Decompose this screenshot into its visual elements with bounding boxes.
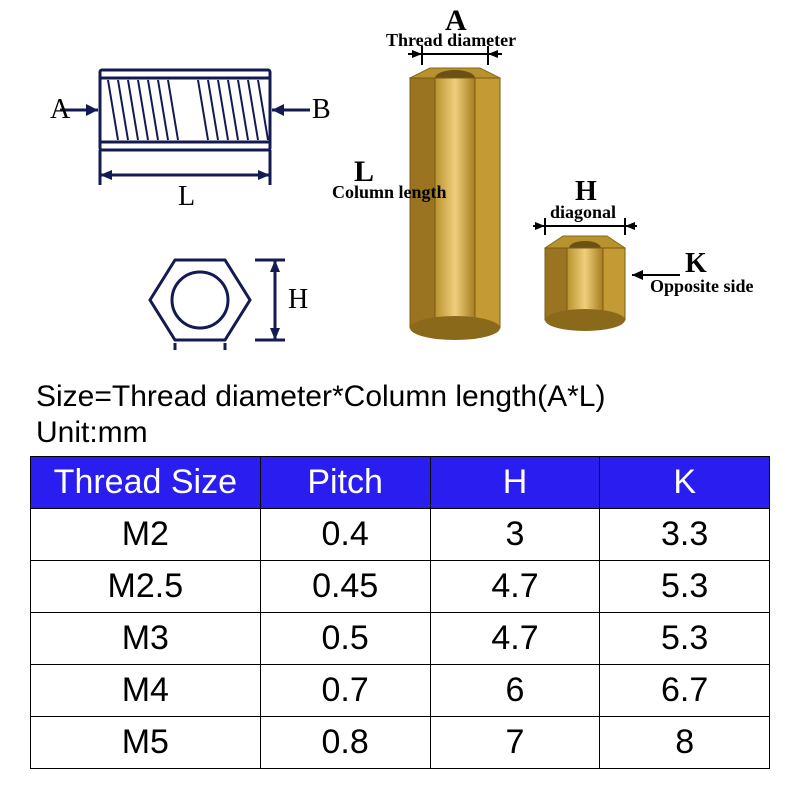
cell: 7 xyxy=(430,717,600,769)
photo-area: A Thread diameter L Column length H diag… xyxy=(350,0,780,370)
label-K-sub: Opposite side xyxy=(650,276,754,297)
caption-line1: Size=Thread diameter*Column length(A*L) xyxy=(36,380,605,413)
cell: 6.7 xyxy=(600,665,770,717)
table-row: M3 0.5 4.7 5.3 xyxy=(31,613,770,665)
col-pitch: Pitch xyxy=(260,457,430,509)
diagram-area: A B L H K xyxy=(0,0,800,370)
col-H: H xyxy=(430,457,600,509)
cell: 0.45 xyxy=(260,561,430,613)
cell: M2 xyxy=(31,509,261,561)
caption-line2: Unit:mm xyxy=(36,416,148,449)
cell: 0.4 xyxy=(260,509,430,561)
brass-standoff-short xyxy=(545,236,625,331)
cell: 6 xyxy=(430,665,600,717)
cell: 5.3 xyxy=(600,561,770,613)
table-row: M2 0.4 3 3.3 xyxy=(31,509,770,561)
svg-text:B: B xyxy=(312,94,331,125)
cell: 8 xyxy=(600,717,770,769)
cell: M2.5 xyxy=(31,561,261,613)
spec-table: Thread Size Pitch H K M2 0.4 3 3.3 M2.5 … xyxy=(30,456,770,769)
cell: 0.8 xyxy=(260,717,430,769)
cell: 0.5 xyxy=(260,613,430,665)
cell: 3 xyxy=(430,509,600,561)
svg-text:A: A xyxy=(50,94,71,125)
svg-text:L: L xyxy=(178,181,195,212)
cell: M3 xyxy=(31,613,261,665)
schematic-drawing: A B L H K xyxy=(40,50,340,350)
size-caption: Size=Thread diameter*Column length(A*L) … xyxy=(30,375,782,457)
label-A-sub: Thread diameter xyxy=(386,30,516,51)
brass-standoff-tall xyxy=(410,68,500,340)
cell: M4 xyxy=(31,665,261,717)
cell: 3.3 xyxy=(600,509,770,561)
page: A B L H K xyxy=(0,0,800,800)
cell: 4.7 xyxy=(430,561,600,613)
label-L-sub: Column length xyxy=(332,182,402,203)
cell: 0.7 xyxy=(260,665,430,717)
table-header-row: Thread Size Pitch H K xyxy=(31,457,770,509)
svg-text:H: H xyxy=(288,284,308,315)
cell: M5 xyxy=(31,717,261,769)
col-thread-size: Thread Size xyxy=(31,457,261,509)
label-H-sub: diagonal xyxy=(550,202,616,223)
cell: 5.3 xyxy=(600,613,770,665)
col-K: K xyxy=(600,457,770,509)
table-row: M4 0.7 6 6.7 xyxy=(31,665,770,717)
cell: 4.7 xyxy=(430,613,600,665)
table-row: M2.5 0.45 4.7 5.3 xyxy=(31,561,770,613)
table-row: M5 0.8 7 8 xyxy=(31,717,770,769)
